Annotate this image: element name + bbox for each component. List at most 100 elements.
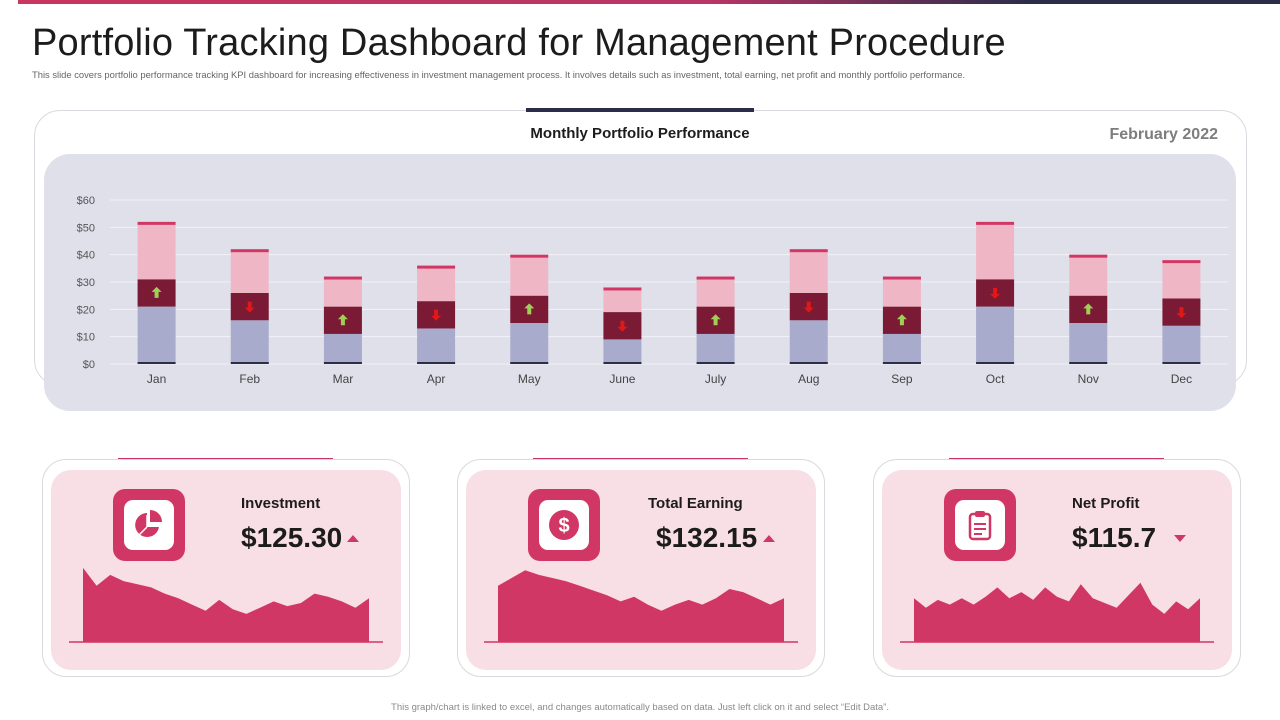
x-tick-label: Nov bbox=[1078, 372, 1099, 386]
trend-down-marker bbox=[1176, 307, 1187, 319]
investment-card: Investment $125.30 bbox=[42, 459, 410, 677]
kpi-card-body: $ Total Earning $132.15 bbox=[466, 470, 816, 670]
bar-segment bbox=[1162, 325, 1201, 364]
bar-segment bbox=[789, 251, 828, 293]
trend-down-marker bbox=[431, 309, 442, 321]
footer-note: This graph/chart is linked to excel, and… bbox=[391, 702, 889, 713]
page-title: Portfolio Tracking Dashboard for Managem… bbox=[32, 22, 1006, 64]
bar-cap bbox=[137, 221, 176, 225]
bar-segment bbox=[603, 290, 642, 313]
kpi-label: Net Profit bbox=[1072, 495, 1140, 512]
bar-segment bbox=[696, 279, 735, 307]
bar-baseline bbox=[510, 362, 549, 364]
total-earning-sparkline bbox=[484, 570, 798, 643]
monthly-portfolio-chart[interactable]: $0 $10 $20 $30 $40 $50 $60 Jan Feb Mar Apr May June J… bbox=[44, 154, 1236, 411]
kpi-value: $132.15 bbox=[656, 522, 758, 553]
chart-card-accent bbox=[526, 108, 754, 112]
trend-down-icon bbox=[1174, 535, 1186, 542]
bar-segment bbox=[882, 279, 921, 307]
bar-segment bbox=[323, 333, 362, 364]
y-tick-label: $20 bbox=[77, 304, 95, 316]
bar-baseline bbox=[230, 362, 269, 364]
x-tick-label: Oct bbox=[986, 372, 1005, 386]
y-tick-label: $60 bbox=[77, 195, 95, 207]
trend-up-icon bbox=[763, 535, 775, 542]
bar-cap bbox=[696, 276, 735, 280]
sparkline-area bbox=[914, 582, 1200, 642]
bar-cap bbox=[789, 249, 828, 253]
bar-segment bbox=[976, 306, 1015, 364]
bar-cap bbox=[882, 276, 921, 280]
x-tick-label: Aug bbox=[798, 372, 819, 386]
bar-cap bbox=[510, 254, 549, 258]
bar-cap bbox=[1069, 254, 1108, 258]
kpi-value: $115.7 bbox=[1072, 522, 1157, 553]
trend-up-marker bbox=[710, 314, 721, 326]
top-accent-bar bbox=[18, 0, 1280, 4]
bar-segment bbox=[789, 320, 828, 364]
bar-segment bbox=[230, 320, 269, 364]
y-tick-label: $50 bbox=[77, 222, 95, 234]
pie-chart-icon bbox=[135, 510, 162, 537]
x-tick-label: Feb bbox=[239, 372, 260, 386]
net-profit-card: Net Profit $115.7 bbox=[873, 459, 1241, 677]
bar-cap bbox=[1162, 260, 1201, 264]
y-tick-label: $30 bbox=[77, 277, 95, 289]
x-tick-label: June bbox=[609, 372, 635, 386]
bar-cap bbox=[230, 249, 269, 253]
trend-down-marker bbox=[244, 301, 255, 313]
trend-down-marker bbox=[990, 287, 1001, 299]
bar-segment bbox=[510, 323, 549, 364]
bar-segment bbox=[603, 339, 642, 364]
x-tick-label: Apr bbox=[427, 372, 446, 386]
bar-cap bbox=[417, 265, 456, 269]
x-tick-label: Jan bbox=[147, 372, 166, 386]
bar-segment bbox=[1069, 323, 1108, 364]
kpi-icon-box bbox=[944, 489, 1016, 561]
x-tick-label: May bbox=[518, 372, 541, 386]
y-tick-label: $0 bbox=[83, 359, 95, 371]
x-tick-label: Mar bbox=[333, 372, 354, 386]
trend-down-marker bbox=[803, 301, 814, 313]
total-earning-card: $ Total Earning $132.15 bbox=[457, 459, 825, 677]
trend-down-marker bbox=[617, 320, 628, 332]
trend-up-marker bbox=[524, 303, 535, 315]
kpi-icon-box: $ bbox=[528, 489, 600, 561]
bar-segment bbox=[1162, 262, 1201, 299]
bar-segment bbox=[976, 224, 1015, 280]
kpi-card-body: Net Profit $115.7 bbox=[882, 470, 1232, 670]
clipboard-icon bbox=[968, 511, 992, 541]
bar-segment bbox=[137, 224, 176, 280]
bar-baseline bbox=[137, 362, 176, 364]
svg-text:$: $ bbox=[558, 515, 569, 537]
y-tick-label: $40 bbox=[77, 250, 95, 262]
bar-cap bbox=[603, 287, 642, 291]
bar-baseline bbox=[603, 362, 642, 364]
bar-segment bbox=[510, 257, 549, 296]
trend-up-marker bbox=[896, 314, 907, 326]
net-profit-sparkline bbox=[900, 582, 1214, 643]
kpi-value: $125.30 bbox=[241, 522, 343, 553]
kpi-label: Investment bbox=[241, 495, 321, 512]
trend-up-marker bbox=[151, 286, 162, 298]
bar-baseline bbox=[696, 362, 735, 364]
bar-baseline bbox=[882, 362, 921, 364]
bar-baseline bbox=[417, 362, 456, 364]
page-subtitle: This slide covers portfolio performance … bbox=[32, 69, 966, 80]
bar-segment bbox=[696, 333, 735, 364]
bar-segment bbox=[417, 268, 456, 302]
sparkline-area bbox=[83, 567, 369, 642]
bar-baseline bbox=[789, 362, 828, 364]
kpi-icon-box bbox=[113, 489, 185, 561]
x-tick-label: July bbox=[705, 372, 726, 386]
chart-title: Monthly Portfolio Performance bbox=[530, 125, 750, 142]
x-tick-label: Dec bbox=[1171, 372, 1192, 386]
bar-segment bbox=[323, 279, 362, 307]
x-tick-label: Sep bbox=[891, 372, 913, 386]
bar-cap bbox=[323, 276, 362, 280]
trend-up-marker bbox=[1083, 303, 1094, 315]
trend-up-marker bbox=[337, 314, 348, 326]
sparkline-area bbox=[498, 570, 784, 642]
bar-segment bbox=[137, 306, 176, 364]
bar-baseline bbox=[976, 362, 1015, 364]
